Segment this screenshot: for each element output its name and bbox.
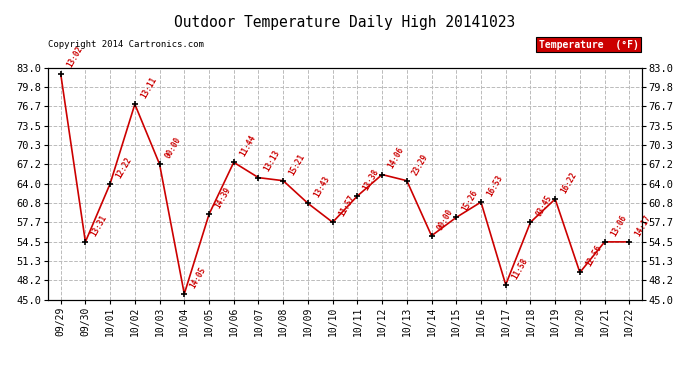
Text: 13:02: 13:02 bbox=[65, 45, 84, 69]
Text: 14:39: 14:39 bbox=[213, 186, 233, 210]
Text: 12:22: 12:22 bbox=[115, 155, 134, 180]
Text: 12:56: 12:56 bbox=[584, 244, 604, 268]
Text: 11:44: 11:44 bbox=[238, 134, 257, 158]
Text: 14:05: 14:05 bbox=[188, 265, 208, 290]
Text: Copyright 2014 Cartronics.com: Copyright 2014 Cartronics.com bbox=[48, 40, 204, 49]
Text: 11:58: 11:58 bbox=[510, 256, 529, 280]
Text: 15:26: 15:26 bbox=[460, 189, 480, 213]
Text: 13:13: 13:13 bbox=[263, 149, 282, 174]
Text: 13:43: 13:43 bbox=[312, 175, 331, 199]
Text: 13:06: 13:06 bbox=[609, 213, 628, 238]
Text: 13:11: 13:11 bbox=[139, 75, 159, 100]
Text: 23:29: 23:29 bbox=[411, 152, 431, 177]
Text: 15:21: 15:21 bbox=[287, 152, 307, 177]
Text: 13:38: 13:38 bbox=[362, 167, 381, 192]
Text: 16:22: 16:22 bbox=[560, 170, 579, 195]
Text: Temperature  (°F): Temperature (°F) bbox=[539, 40, 639, 50]
Text: 00:00: 00:00 bbox=[435, 207, 455, 232]
Text: Outdoor Temperature Daily High 20141023: Outdoor Temperature Daily High 20141023 bbox=[175, 15, 515, 30]
Text: 11:57: 11:57 bbox=[337, 194, 356, 218]
Text: 00:00: 00:00 bbox=[164, 135, 183, 160]
Text: 14:17: 14:17 bbox=[633, 213, 653, 238]
Text: 03:45: 03:45 bbox=[535, 194, 554, 218]
Text: 13:31: 13:31 bbox=[90, 213, 109, 238]
Text: 16:53: 16:53 bbox=[485, 173, 504, 198]
Text: 14:06: 14:06 bbox=[386, 146, 406, 170]
